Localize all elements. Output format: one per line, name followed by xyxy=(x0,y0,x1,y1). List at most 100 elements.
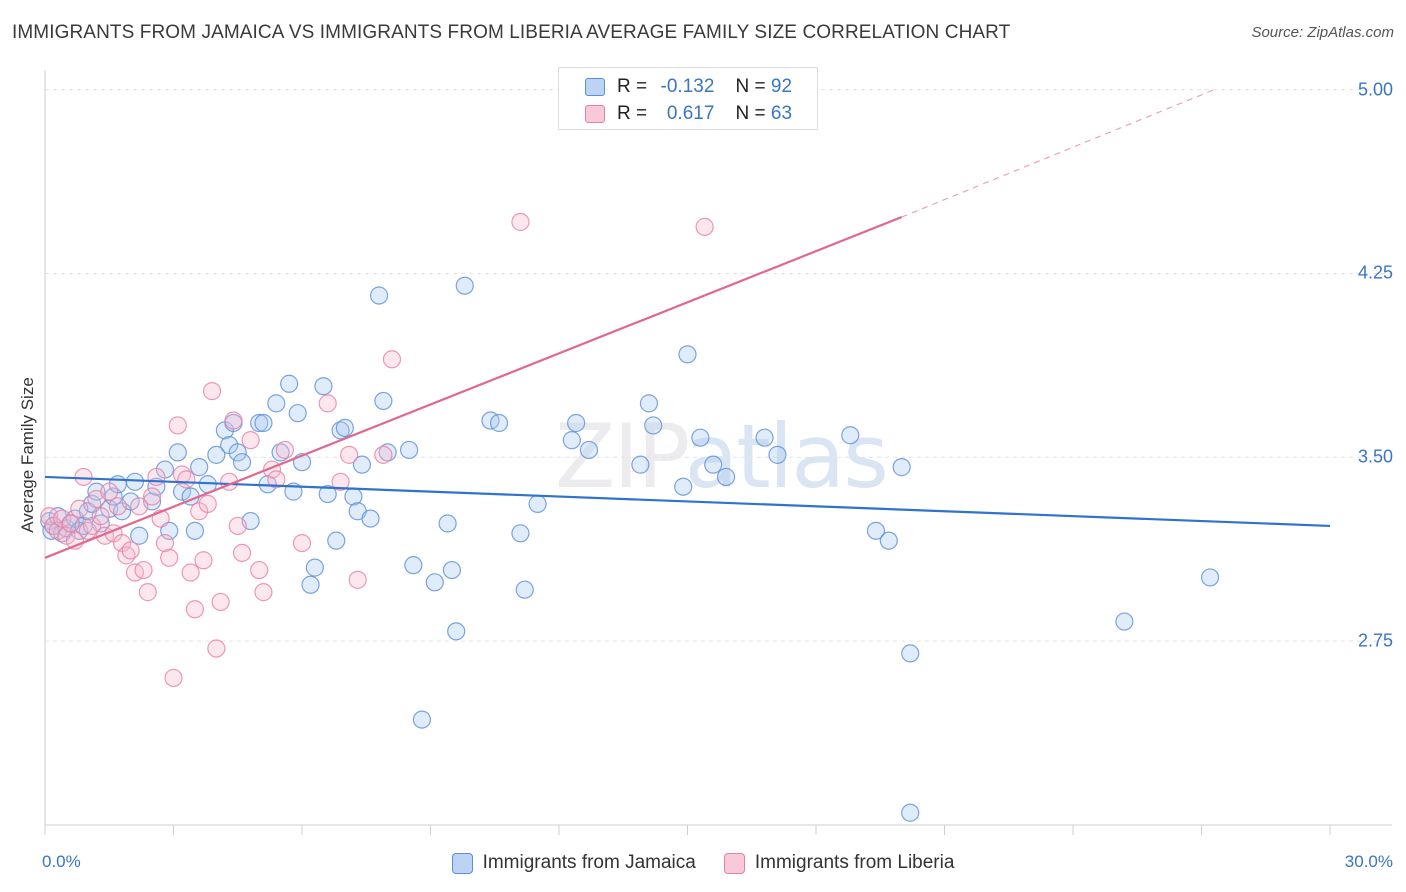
legend-r-label: R = xyxy=(617,76,648,97)
liberia-point xyxy=(160,548,179,567)
trendline-liberia-extension xyxy=(901,89,1215,218)
jamaica-point xyxy=(674,477,693,496)
jamaica-point xyxy=(879,531,898,550)
jamaica-point xyxy=(425,573,444,592)
legend-n-value-jamaica: 92 xyxy=(770,76,793,97)
jamaica-point xyxy=(447,622,466,641)
jamaica-point xyxy=(892,458,911,477)
liberia-point xyxy=(254,583,273,602)
liberia-point xyxy=(374,445,393,464)
liberia-point xyxy=(130,497,149,516)
jamaica-point xyxy=(866,521,886,540)
series-swatch-jamaica xyxy=(451,852,473,874)
jamaica-point xyxy=(374,391,393,411)
liberia-point xyxy=(241,431,260,450)
liberia-point xyxy=(224,411,243,430)
jamaica-point xyxy=(168,443,187,462)
jamaica-point xyxy=(305,558,324,577)
legend-swatch-jamaica xyxy=(585,78,605,96)
jamaica-point xyxy=(318,484,337,504)
y-tick-label: 2.75 xyxy=(1357,630,1393,651)
legend-n-value-liberia: 63 xyxy=(770,103,793,124)
liberia-point xyxy=(70,499,89,518)
series-swatch-liberia xyxy=(723,852,745,874)
x-tick-label-max: 30.0% xyxy=(1344,852,1393,871)
liberia-point xyxy=(185,600,205,619)
liberia-point xyxy=(100,482,119,501)
jamaica-point xyxy=(361,509,380,528)
jamaica-point xyxy=(130,526,149,545)
jamaica-point xyxy=(768,445,787,464)
liberia-point xyxy=(142,487,162,506)
jamaica-point xyxy=(232,453,252,472)
liberia-point xyxy=(164,668,183,688)
y-tick-label: 3.50 xyxy=(1357,446,1393,467)
jamaica-point xyxy=(370,286,389,305)
liberia-point xyxy=(108,497,127,516)
jamaica-point xyxy=(438,514,457,533)
liberia-point xyxy=(331,472,350,491)
jamaica-point xyxy=(254,413,273,433)
jamaica-point xyxy=(267,394,286,413)
trendlines xyxy=(44,89,1331,559)
liberia-point xyxy=(292,534,312,553)
jamaica-point xyxy=(352,455,372,474)
y-tick-label: 5.00 xyxy=(1357,79,1393,100)
jamaica-point xyxy=(335,418,354,437)
jamaica-point xyxy=(147,477,166,496)
liberia-point xyxy=(177,470,196,489)
liberia-point xyxy=(511,212,530,232)
liberia-point xyxy=(181,563,200,582)
jamaica-point xyxy=(1200,568,1220,587)
zipatlas-watermark: ZIPatlas xyxy=(555,405,889,508)
jamaica-point xyxy=(314,377,333,396)
jamaica-point xyxy=(288,404,307,423)
liberia-point xyxy=(695,217,714,236)
jamaica-point xyxy=(399,440,419,460)
jamaica-point xyxy=(250,413,269,433)
liberia-point xyxy=(318,394,337,413)
jamaica-point xyxy=(185,521,205,540)
liberia-point xyxy=(121,541,140,560)
series-legend: Immigrants from Jamaica Immigrants from … xyxy=(0,852,1406,874)
legend-row-jamaica: R = -0.132 N = 92 xyxy=(585,74,792,100)
jamaica-point xyxy=(207,445,226,464)
jamaica-point xyxy=(716,467,736,487)
chart-source: Source: ZipAtlas.com xyxy=(1251,24,1394,41)
trendline-liberia xyxy=(44,216,903,559)
x-tick-label-min: 0.0% xyxy=(42,852,81,871)
liberia-point xyxy=(207,639,226,658)
jamaica-point xyxy=(691,428,710,447)
series-legend-liberia: Immigrants from Liberia xyxy=(723,852,954,874)
jamaica-point xyxy=(511,524,530,543)
jamaica-point xyxy=(190,458,209,477)
jamaica-point xyxy=(404,556,423,575)
jamaica-point xyxy=(704,455,723,474)
legend-r-value-jamaica: -0.132 xyxy=(660,76,715,97)
series-jamaica-points xyxy=(40,276,1220,822)
trendline-jamaica xyxy=(44,475,1331,528)
liberia-point xyxy=(147,467,166,487)
jamaica-point xyxy=(87,482,106,501)
liberia-point xyxy=(382,350,402,369)
legend-swatch-liberia xyxy=(585,105,605,123)
jamaica-point xyxy=(631,455,650,474)
jamaica-point xyxy=(455,276,474,295)
liberia-point xyxy=(275,440,294,460)
liberia-point xyxy=(340,445,359,464)
jamaica-point xyxy=(678,345,697,364)
jamaica-point xyxy=(412,710,432,729)
chart-title: IMMIGRANTS FROM JAMAICA VS IMMIGRANTS FR… xyxy=(12,22,1011,43)
jamaica-point xyxy=(327,531,346,550)
jamaica-point xyxy=(125,472,145,491)
jamaica-point xyxy=(515,580,534,599)
y-axis-label: Average Family Size xyxy=(18,377,37,533)
liberia-point xyxy=(155,534,175,553)
jamaica-point xyxy=(228,443,247,462)
liberia-point xyxy=(138,583,157,602)
legend-r-value-liberia: 0.617 xyxy=(666,103,715,124)
jamaica-point xyxy=(442,560,462,580)
liberia-point xyxy=(134,560,153,580)
liberia-point xyxy=(348,570,367,589)
